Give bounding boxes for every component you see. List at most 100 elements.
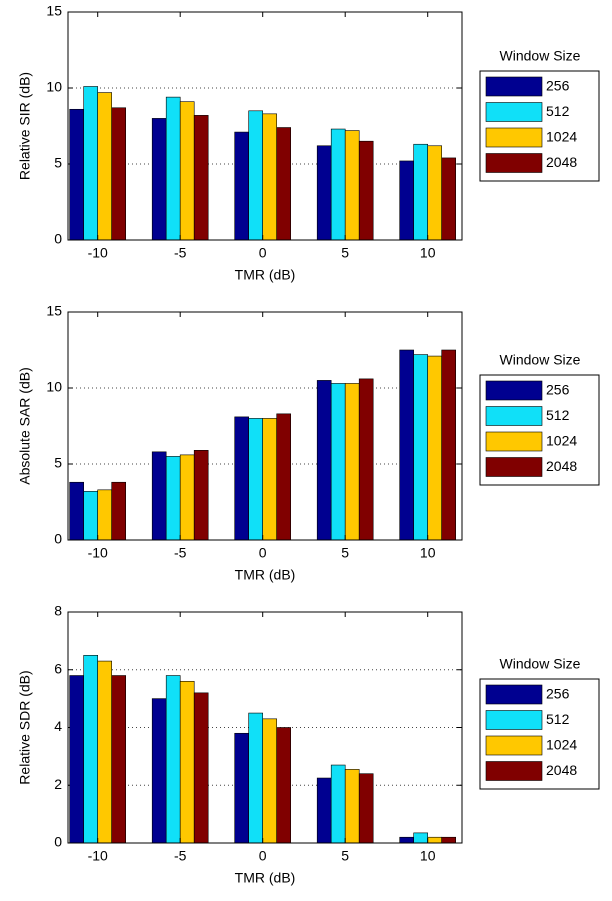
x-axis-label: TMR (dB)	[235, 567, 296, 583]
bar	[413, 354, 429, 541]
bar	[262, 418, 278, 541]
bar	[427, 145, 443, 241]
bar	[151, 698, 167, 844]
bar	[276, 727, 292, 844]
axes-box	[67, 311, 463, 541]
bar	[399, 160, 415, 241]
bar	[179, 454, 195, 541]
bar	[262, 718, 278, 844]
bar	[151, 118, 167, 241]
bar	[248, 110, 263, 241]
bar	[399, 836, 415, 844]
bar	[399, 349, 415, 541]
bar	[97, 489, 112, 541]
bar	[97, 92, 112, 241]
x-tick-label: -5	[174, 848, 187, 864]
x-axis-label: TMR (dB)	[235, 267, 296, 283]
bar	[330, 383, 346, 541]
bar	[413, 143, 429, 241]
bar	[83, 491, 98, 541]
legend-swatch	[485, 406, 543, 426]
bar	[165, 96, 181, 241]
bar	[248, 418, 263, 541]
bar	[316, 380, 332, 541]
legend-title: Window Size	[500, 48, 581, 64]
y-tick-label: 5	[54, 155, 62, 171]
bar	[330, 764, 346, 844]
bar	[276, 127, 292, 241]
y-axis-label: Relative SIR (dB)	[17, 72, 33, 180]
bar	[193, 450, 209, 541]
axes-box	[67, 11, 463, 241]
x-tick-label: 5	[341, 245, 349, 261]
legend-swatch	[485, 153, 543, 173]
bar	[165, 675, 181, 844]
x-tick-label: 10	[420, 848, 436, 864]
y-tick-label: 2	[54, 776, 62, 792]
x-tick-label: -10	[88, 848, 108, 864]
bar	[358, 378, 374, 541]
x-tick-label: 0	[259, 245, 267, 261]
y-tick-label: 4	[54, 718, 62, 734]
legend-swatch	[485, 761, 543, 781]
bar	[344, 130, 360, 241]
x-tick-label: -5	[174, 545, 187, 561]
x-tick-label: 10	[420, 245, 436, 261]
y-axis-label: Absolute SAR (dB)	[17, 367, 33, 485]
legend-label: 512	[546, 103, 570, 119]
y-tick-label: 0	[54, 231, 62, 247]
bar	[234, 131, 249, 241]
bar	[358, 140, 374, 241]
legend-label: 1024	[546, 129, 577, 145]
bar	[193, 115, 209, 241]
y-tick-label: 15	[46, 303, 62, 319]
bar	[179, 101, 195, 241]
legend-title: Window Size	[500, 352, 581, 368]
x-tick-label: -10	[88, 545, 108, 561]
legend-swatch	[485, 684, 543, 705]
x-tick-label: 5	[341, 848, 349, 864]
y-tick-label: 15	[46, 3, 62, 19]
legend-label: 512	[546, 407, 570, 423]
x-axis-label: TMR (dB)	[235, 870, 296, 886]
bar	[179, 680, 195, 844]
bar	[316, 777, 332, 844]
bar	[344, 383, 360, 541]
bar	[427, 355, 443, 541]
bar	[234, 732, 249, 844]
x-tick-label: -10	[88, 245, 108, 261]
bar	[151, 451, 167, 541]
bar	[234, 416, 249, 541]
bar	[69, 675, 84, 844]
bar	[330, 128, 346, 241]
y-tick-label: 10	[46, 79, 62, 95]
legend-swatch	[485, 76, 543, 97]
x-tick-label: 10	[420, 545, 436, 561]
bar	[413, 832, 429, 844]
legend-label: 256	[546, 686, 570, 702]
bar	[83, 86, 98, 241]
legend-swatch	[485, 431, 543, 452]
x-tick-label: -5	[174, 245, 187, 261]
legend-label: 1024	[546, 433, 577, 449]
y-tick-label: 0	[54, 834, 62, 850]
y-tick-label: 5	[54, 455, 62, 471]
legend-label: 2048	[546, 762, 577, 778]
legend-label: 1024	[546, 737, 577, 753]
legend-label: 256	[546, 78, 570, 94]
legend-swatch	[485, 735, 543, 756]
bar	[427, 836, 443, 844]
bar	[83, 655, 98, 844]
legend-label: 2048	[546, 154, 577, 170]
bar	[441, 349, 457, 541]
x-tick-label: 5	[341, 545, 349, 561]
bar	[441, 157, 457, 241]
axes-box	[67, 611, 463, 844]
legend-label: 512	[546, 711, 570, 727]
bar	[248, 712, 263, 844]
legend-swatch	[485, 457, 543, 477]
bar	[316, 145, 332, 241]
y-axis-label: Relative SDR (dB)	[17, 670, 33, 784]
bar	[276, 413, 292, 541]
legend-swatch	[485, 127, 543, 148]
